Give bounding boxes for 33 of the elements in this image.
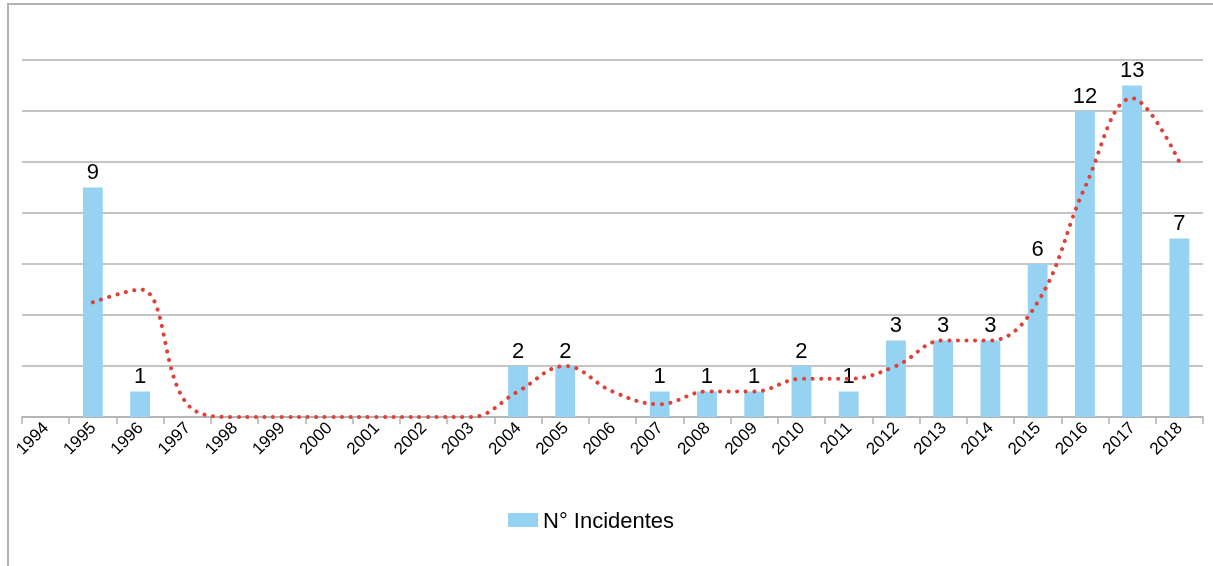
bar (980, 340, 1001, 417)
data-label: 3 (937, 312, 950, 337)
bar (1169, 238, 1190, 417)
bar (555, 366, 576, 417)
bar (1122, 85, 1143, 417)
data-label: 2 (795, 337, 808, 363)
data-label: 12 (1072, 82, 1098, 108)
bar (933, 340, 954, 417)
data-label: 1 (133, 363, 147, 388)
data-label: 9 (86, 159, 99, 184)
bar (649, 391, 670, 417)
bar (838, 391, 859, 417)
data-label: 2 (559, 337, 572, 363)
data-label: 1 (653, 363, 666, 388)
bar (697, 391, 717, 417)
bar (508, 366, 528, 417)
data-label: 3 (984, 312, 997, 337)
data-label: 6 (1031, 235, 1044, 261)
data-label: 1 (842, 363, 855, 388)
bar (744, 391, 765, 417)
legend-label: N° Incidentes (543, 507, 675, 533)
data-label: 7 (1173, 210, 1186, 235)
bar (1027, 264, 1048, 417)
bar (791, 366, 812, 417)
bar (886, 340, 906, 417)
bar (82, 187, 103, 417)
data-label: 1 (700, 363, 714, 388)
bar (130, 391, 151, 417)
data-label: 13 (1119, 57, 1145, 82)
data-label: 3 (889, 312, 903, 337)
bar (1074, 111, 1095, 417)
data-label: 2 (511, 337, 525, 363)
data-label: 1 (748, 363, 761, 388)
